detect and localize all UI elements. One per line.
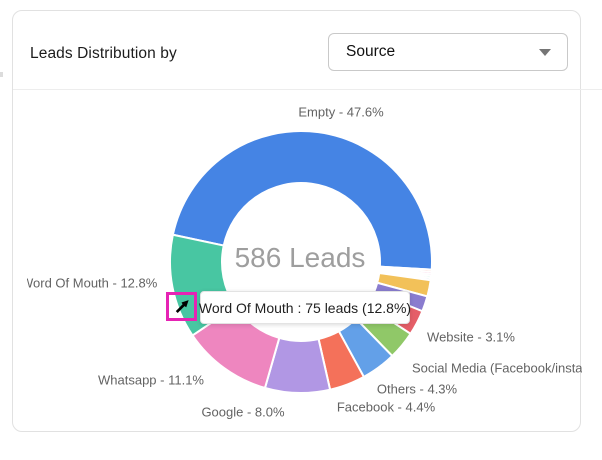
chart-tooltip: Word Of Mouth : 75 leads (12.8%)	[198, 291, 412, 324]
chevron-down-icon	[539, 48, 551, 56]
page-edge-artifact	[0, 72, 3, 77]
donut-segment-empty[interactable]	[171, 130, 433, 271]
source-dropdown[interactable]: Source	[328, 33, 568, 71]
slice-label-word-of-mouth: Word Of Mouth - 12.8%	[27, 275, 158, 291]
chart-tooltip-text: Word Of Mouth : 75 leads (12.8%)	[198, 299, 412, 316]
slice-label-google: Google - 8.0%	[201, 404, 285, 420]
slice-label-website: Website - 3.1%	[427, 329, 515, 345]
slice-label-empty: Empty - 47.6%	[298, 104, 384, 120]
chart-center-total: 586 Leads	[234, 242, 366, 273]
cursor-arrow-icon	[175, 300, 189, 313]
slice-label-facebook: Facebook - 4.4%	[336, 399, 436, 415]
cursor-highlight-box	[166, 292, 197, 321]
donut-chart-area: 586 Leads Empty - 47.6% Word Of Mouth - …	[27, 93, 582, 430]
card-title: Leads Distribution by	[30, 45, 177, 62]
source-dropdown-value: Source	[346, 43, 396, 60]
slice-label-social-media: Social Media (Facebook/insta	[412, 360, 582, 376]
slice-label-whatsapp: Whatsapp - 11.1%	[98, 372, 204, 388]
header-divider	[13, 89, 602, 90]
slice-label-others: Others - 4.3%	[376, 381, 458, 397]
